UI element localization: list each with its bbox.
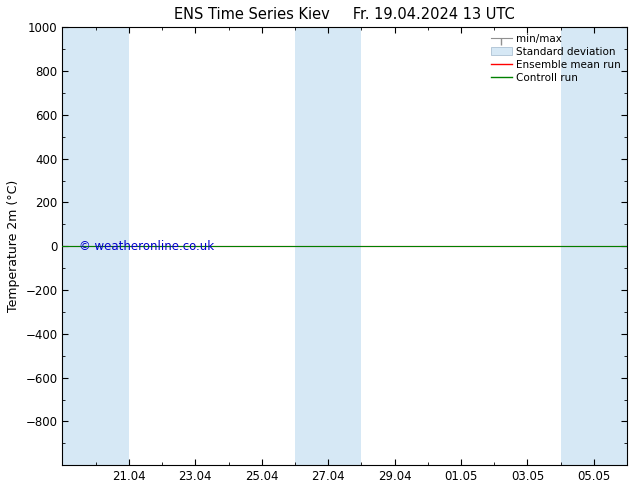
Title: ENS Time Series Kiev     Fr. 19.04.2024 13 UTC: ENS Time Series Kiev Fr. 19.04.2024 13 U… bbox=[174, 7, 515, 22]
Bar bbox=[295, 27, 361, 465]
Text: © weatheronline.co.uk: © weatheronline.co.uk bbox=[79, 240, 214, 253]
Bar bbox=[560, 27, 627, 465]
Legend: min/max, Standard deviation, Ensemble mean run, Controll run: min/max, Standard deviation, Ensemble me… bbox=[487, 29, 625, 87]
Bar bbox=[63, 27, 129, 465]
Y-axis label: Temperature 2m (°C): Temperature 2m (°C) bbox=[7, 180, 20, 312]
